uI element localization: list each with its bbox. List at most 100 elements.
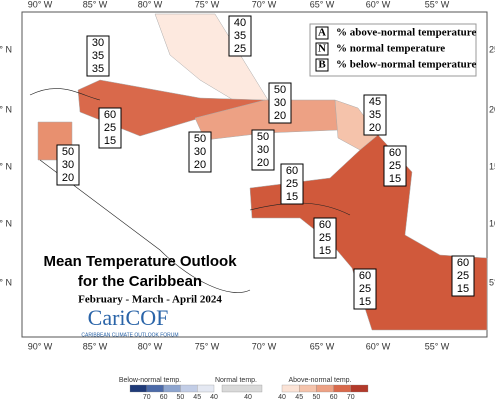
lon-label: 65° W (310, 0, 335, 9)
probability-above: 50 (257, 131, 269, 143)
lon-label: 85° W (83, 0, 108, 9)
probability-box (353, 268, 377, 310)
colorbar-segment (180, 384, 198, 393)
probability-box (451, 255, 475, 297)
probability-normal: 25 (457, 270, 469, 282)
colorbar-tick: 60 (330, 394, 338, 400)
lon-label: 80° W (138, 341, 163, 351)
colorbar-title: Normal temp. (215, 377, 257, 384)
colorbar-segment (299, 384, 317, 393)
colorbar-segment (221, 384, 263, 393)
probability-below: 15 (359, 296, 371, 308)
probability-above: 50 (62, 146, 74, 158)
probability-box (188, 131, 212, 173)
colorbar-segment (163, 384, 181, 393)
legend-key-box (315, 58, 329, 72)
colorbar-tick: 70 (347, 394, 355, 400)
lat-label: 25° N (0, 44, 12, 54)
probability-normal: 35 (92, 50, 104, 62)
probability-normal: 30 (62, 159, 74, 171)
probability-above: 60 (286, 165, 298, 177)
legend-key: B (318, 59, 326, 71)
probability-box (251, 129, 275, 171)
region-southern-caribbean (249, 134, 488, 331)
lon-label: 75° W (195, 341, 220, 351)
probability-above: 60 (319, 219, 331, 231)
lat-label: 20° N (0, 104, 12, 114)
lon-label: 60° W (366, 341, 391, 351)
logo-subtitle: CARIBBEAN CLIMATE OUTLOOK FORUM (81, 332, 178, 338)
probability-normal: 25 (104, 122, 116, 134)
probability-box (383, 145, 407, 187)
lon-label: 55° W (425, 341, 450, 351)
probability-box (86, 35, 110, 77)
probability-below: 20 (62, 172, 74, 184)
colorbar-tick: 40 (210, 394, 218, 400)
lat-label: 25° N (489, 44, 495, 54)
colorbar-title: Below-normal temp. (119, 377, 181, 384)
lon-label: 90° W (28, 341, 53, 351)
colorbar-tick: 50 (313, 394, 321, 400)
lat-label: 10° N (489, 218, 495, 228)
colorbar-segment (316, 384, 334, 393)
colorbar-tick: 40 (244, 394, 252, 400)
colorbar-tick: 45 (295, 394, 303, 400)
title: Mean Temperature Outlook (43, 253, 237, 270)
probability-box (280, 163, 304, 205)
legend-key: A (318, 27, 326, 39)
legend-key: N (318, 43, 326, 55)
probability-below: 35 (92, 63, 104, 75)
probability-above: 45 (369, 96, 381, 108)
colorbar-tick: 60 (160, 394, 168, 400)
probability-below: 20 (274, 110, 286, 122)
logo: CariCOF (88, 305, 169, 330)
lat-label: 5° N (0, 277, 12, 287)
colorbar-tick: 45 (193, 394, 201, 400)
probability-above: 60 (104, 109, 116, 121)
lon-label: 60° W (366, 0, 391, 9)
probability-above: 50 (194, 133, 206, 145)
colorbar-segment (350, 384, 369, 393)
probability-below: 15 (319, 245, 331, 257)
lat-label: 5° N (489, 277, 495, 287)
colorbar-tick: 50 (177, 394, 185, 400)
probability-normal: 25 (319, 232, 331, 244)
lat-label: 15° N (489, 161, 495, 171)
lon-label: 80° W (138, 0, 163, 9)
legend: A % above-normal temperature N % normal tem… (315, 26, 476, 72)
probability-normal: 30 (274, 97, 286, 109)
lon-label: 75° W (195, 0, 220, 9)
probability-box (363, 94, 387, 136)
probability-below: 20 (194, 159, 206, 171)
lon-label: 70° W (252, 341, 277, 351)
probability-normal: 35 (234, 30, 246, 42)
probability-normal: 25 (359, 283, 371, 295)
colorbar-segment (197, 384, 215, 393)
probability-normal: 25 (389, 160, 401, 172)
probability-below: 15 (104, 135, 116, 147)
probability-below: 15 (286, 191, 298, 203)
colorbar-segment (281, 384, 300, 393)
lat-label: 10° N (0, 218, 12, 228)
title: for the Caribbean (78, 273, 202, 290)
probability-above: 60 (457, 257, 469, 269)
colorbar-tick: 40 (278, 394, 286, 400)
probability-box (268, 82, 292, 124)
probability-box (313, 217, 337, 259)
colorbar-title: Above-normal temp. (288, 377, 351, 384)
legend-text: % above-normal temperature (336, 27, 476, 39)
probability-normal: 25 (286, 178, 298, 190)
probability-above: 30 (92, 37, 104, 49)
probability-below: 20 (257, 157, 269, 169)
probability-below: 25 (234, 43, 246, 55)
probability-above: 40 (234, 17, 246, 29)
legend-key-box (315, 26, 329, 40)
legend-box (309, 23, 477, 77)
probability-normal: 30 (257, 144, 269, 156)
colorbar-segment (129, 384, 147, 393)
colorbar-tick: 70 (143, 394, 151, 400)
colorbar-segment (333, 384, 351, 393)
lon-label: 65° W (310, 341, 335, 351)
